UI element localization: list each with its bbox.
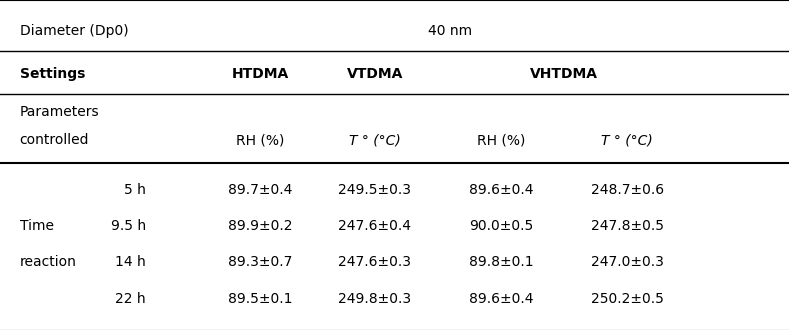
Text: 40 nm: 40 nm (428, 24, 472, 38)
Text: 89.5±0.1: 89.5±0.1 (228, 292, 293, 306)
Text: 5 h: 5 h (124, 183, 146, 197)
Text: 9.5 h: 9.5 h (110, 219, 146, 233)
Text: reaction: reaction (20, 255, 77, 269)
Text: Diameter (Dp0): Diameter (Dp0) (20, 24, 129, 38)
Text: 89.6±0.4: 89.6±0.4 (469, 292, 533, 306)
Text: 248.7±0.6: 248.7±0.6 (591, 183, 664, 197)
Text: controlled: controlled (20, 133, 89, 147)
Text: 249.5±0.3: 249.5±0.3 (338, 183, 411, 197)
Text: 250.2±0.5: 250.2±0.5 (591, 292, 664, 306)
Text: RH (%): RH (%) (477, 133, 525, 147)
Text: 89.9±0.2: 89.9±0.2 (228, 219, 293, 233)
Text: 249.8±0.3: 249.8±0.3 (338, 292, 411, 306)
Text: 89.6±0.4: 89.6±0.4 (469, 183, 533, 197)
Text: 22 h: 22 h (115, 292, 146, 306)
Text: Time: Time (20, 219, 54, 233)
Text: 247.8±0.5: 247.8±0.5 (591, 219, 664, 233)
Text: Parameters: Parameters (20, 105, 99, 119)
Text: HTDMA: HTDMA (232, 67, 289, 81)
Text: 89.3±0.7: 89.3±0.7 (228, 255, 293, 269)
Text: 90.0±0.5: 90.0±0.5 (469, 219, 533, 233)
Text: T ° (°C): T ° (°C) (349, 133, 401, 147)
Text: 89.7±0.4: 89.7±0.4 (228, 183, 293, 197)
Text: RH (%): RH (%) (236, 133, 285, 147)
Text: VTDMA: VTDMA (346, 67, 403, 81)
Text: T ° (°C): T ° (°C) (601, 133, 653, 147)
Text: 247.0±0.3: 247.0±0.3 (591, 255, 664, 269)
Text: VHTDMA: VHTDMA (530, 67, 598, 81)
Text: 14 h: 14 h (115, 255, 146, 269)
Text: 89.8±0.1: 89.8±0.1 (469, 255, 533, 269)
Text: 247.6±0.3: 247.6±0.3 (338, 255, 411, 269)
Text: Settings: Settings (20, 67, 85, 81)
Text: 247.6±0.4: 247.6±0.4 (338, 219, 411, 233)
